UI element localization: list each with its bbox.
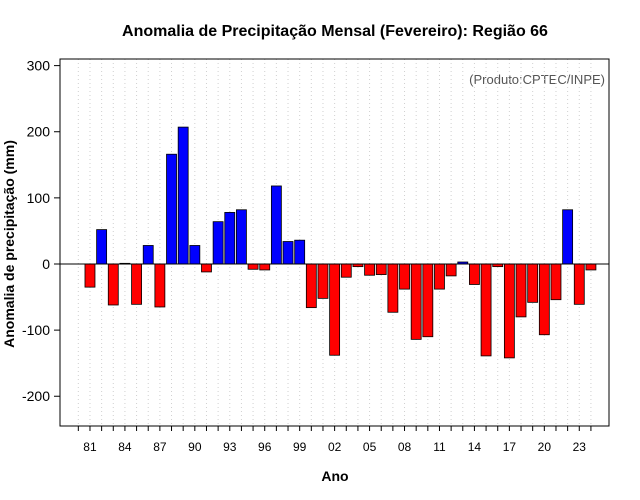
y-tick-label: 300 — [27, 58, 51, 74]
x-tick-label: 20 — [538, 440, 552, 454]
plot-frame — [59, 58, 610, 427]
bar — [84, 263, 96, 288]
x-tick-label: 84 — [118, 440, 132, 454]
bar — [445, 263, 457, 277]
bar — [166, 153, 177, 265]
bar — [96, 229, 108, 265]
x-tick-label: 96 — [258, 440, 272, 454]
x-tick-label: 17 — [503, 440, 517, 454]
x-tick-label: 08 — [398, 440, 412, 454]
bar — [317, 263, 329, 299]
y-tick-label: -200 — [22, 388, 50, 404]
x-tick-label: 99 — [293, 440, 307, 454]
y-tick-label: 200 — [27, 124, 51, 140]
bar — [550, 263, 562, 301]
y-axis-label: Anomalia de precipitação (mm) — [1, 140, 17, 348]
bar — [224, 212, 236, 265]
bar — [515, 263, 527, 318]
bar — [340, 263, 352, 278]
bar — [154, 263, 166, 308]
bar-series — [84, 126, 597, 359]
bar — [364, 263, 375, 276]
bar — [177, 126, 189, 265]
x-tick-label: 87 — [153, 440, 167, 454]
y-tick-label: 100 — [27, 190, 51, 206]
bar — [562, 209, 574, 265]
bar — [107, 263, 119, 306]
bar — [422, 263, 434, 338]
x-tick-label: 93 — [223, 440, 237, 454]
bar — [410, 263, 422, 340]
bar — [469, 263, 480, 285]
x-axis-label: Ano — [321, 468, 348, 484]
bar — [259, 263, 271, 271]
bar — [503, 263, 515, 359]
bar — [270, 185, 282, 265]
bar — [375, 263, 387, 275]
x-tick-label: 14 — [468, 440, 482, 454]
bar — [189, 245, 201, 265]
bar — [131, 263, 142, 305]
bar — [527, 263, 539, 303]
bar — [434, 263, 445, 290]
bar — [573, 263, 585, 305]
bar — [305, 263, 317, 309]
vertical-grid — [77, 59, 592, 426]
bar — [399, 263, 410, 290]
bar — [236, 209, 247, 265]
bar — [201, 263, 212, 273]
bar — [480, 263, 492, 357]
bar — [282, 241, 294, 265]
source-annotation: (Produto:CPTEC/INPE) — [469, 72, 605, 87]
bar — [387, 263, 399, 313]
x-tick-label: 02 — [328, 440, 342, 454]
x-tick-label: 90 — [188, 440, 202, 454]
x-tick-label: 05 — [363, 440, 377, 454]
bar — [247, 263, 259, 270]
y-tick-label: -100 — [22, 322, 50, 338]
y-tick-label: 0 — [42, 256, 50, 272]
x-tick-label: 23 — [573, 440, 587, 454]
x-tick-label: 81 — [83, 440, 97, 454]
bar — [329, 263, 341, 356]
chart-title: Anomalia de Precipitação Mensal (Feverei… — [122, 23, 548, 40]
y-axis: -200 -100 0 100 200 300 — [22, 58, 60, 404]
bar — [212, 221, 224, 265]
bar — [294, 239, 306, 265]
bar — [585, 263, 597, 271]
x-axis: 81 84 87 90 93 96 99 02 05 08 11 14 17 20 23 — [77, 426, 592, 454]
bar — [538, 263, 550, 336]
x-tick-label: 11 — [433, 440, 446, 454]
bar — [142, 245, 154, 265]
